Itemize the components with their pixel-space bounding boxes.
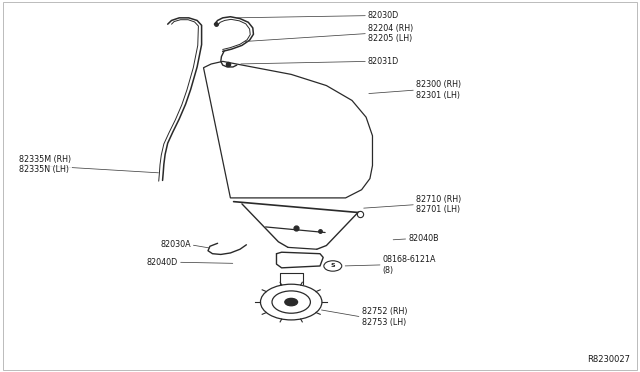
Circle shape: [285, 298, 298, 306]
Text: 82030A: 82030A: [160, 240, 191, 249]
Text: 82710 (RH)
82701 (LH): 82710 (RH) 82701 (LH): [416, 195, 461, 214]
Text: 82204 (RH)
82205 (LH): 82204 (RH) 82205 (LH): [368, 24, 413, 43]
Text: S: S: [330, 263, 335, 269]
Text: 82031D: 82031D: [368, 57, 399, 66]
Text: R8230027: R8230027: [588, 355, 630, 364]
Text: 82040D: 82040D: [147, 258, 178, 267]
Text: 82300 (RH)
82301 (LH): 82300 (RH) 82301 (LH): [416, 80, 461, 100]
Text: 82335M (RH)
82335N (LH): 82335M (RH) 82335N (LH): [19, 155, 71, 174]
Text: 82752 (RH)
82753 (LH): 82752 (RH) 82753 (LH): [362, 307, 407, 327]
Text: 08168-6121A
(8): 08168-6121A (8): [383, 255, 436, 275]
Text: 82030D: 82030D: [368, 11, 399, 20]
Text: 82040B: 82040B: [408, 234, 439, 243]
